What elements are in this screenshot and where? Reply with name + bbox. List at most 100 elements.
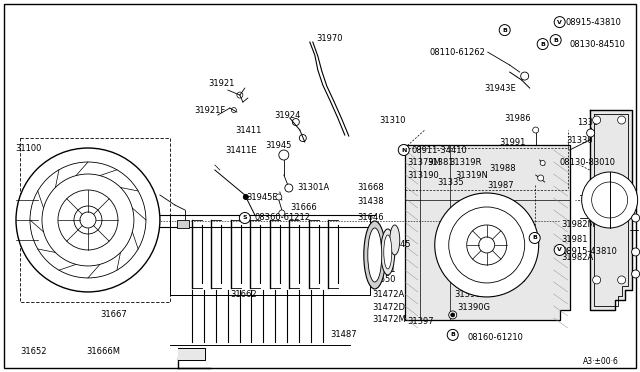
Circle shape (279, 150, 289, 160)
Polygon shape (404, 145, 570, 320)
Text: 31646: 31646 (358, 214, 385, 222)
Ellipse shape (381, 229, 395, 275)
Circle shape (276, 194, 282, 200)
Circle shape (593, 276, 601, 284)
Circle shape (435, 193, 539, 297)
Text: 31666M: 31666M (86, 347, 120, 356)
Text: 31411E: 31411E (225, 145, 257, 154)
Text: 31981: 31981 (562, 235, 588, 244)
Text: 08915-43810: 08915-43810 (566, 17, 621, 26)
Text: 31379M: 31379M (408, 157, 442, 167)
Ellipse shape (368, 228, 382, 282)
Text: 31472M: 31472M (372, 315, 406, 324)
Circle shape (521, 72, 529, 80)
Bar (177, 220, 189, 228)
Circle shape (285, 184, 293, 192)
Text: 31666: 31666 (290, 203, 317, 212)
Circle shape (537, 39, 548, 49)
Text: 31970: 31970 (316, 33, 342, 42)
Text: V: V (557, 247, 562, 253)
Text: 31662: 31662 (230, 291, 257, 299)
Text: 313190: 313190 (408, 170, 440, 180)
Circle shape (587, 129, 595, 137)
Text: 31986: 31986 (505, 113, 531, 122)
Polygon shape (589, 110, 632, 310)
Text: 31319: 31319 (499, 237, 525, 247)
Text: V: V (557, 20, 562, 25)
Text: 31647: 31647 (370, 253, 396, 263)
Text: 31668: 31668 (358, 183, 385, 192)
Text: 31921: 31921 (208, 78, 234, 87)
Text: 31652: 31652 (20, 347, 47, 356)
Circle shape (554, 17, 565, 28)
Circle shape (243, 195, 248, 199)
Text: 31487: 31487 (330, 330, 356, 339)
Text: 313190: 313190 (490, 224, 522, 232)
Text: 08130-83010: 08130-83010 (559, 157, 616, 167)
Text: 31982M: 31982M (562, 221, 595, 230)
Circle shape (582, 172, 637, 228)
Text: 1336: 1336 (577, 118, 598, 126)
Text: 31945: 31945 (265, 141, 291, 150)
Text: 31438: 31438 (358, 198, 385, 206)
Circle shape (632, 270, 639, 278)
Polygon shape (178, 348, 205, 360)
Text: 08360-61212: 08360-61212 (255, 214, 311, 222)
Circle shape (398, 145, 409, 155)
Circle shape (593, 116, 601, 124)
Text: 31301: 31301 (18, 224, 45, 232)
Text: S: S (243, 215, 247, 221)
Text: 08130-84510: 08130-84510 (570, 39, 625, 49)
Circle shape (451, 313, 455, 317)
Ellipse shape (390, 225, 400, 255)
Circle shape (529, 232, 540, 243)
Text: 31335: 31335 (438, 177, 465, 186)
Circle shape (632, 214, 639, 222)
Circle shape (538, 175, 544, 181)
Circle shape (632, 248, 639, 256)
Text: 31982A: 31982A (562, 253, 594, 263)
Circle shape (618, 116, 626, 124)
Circle shape (532, 127, 539, 133)
Text: 31472D: 31472D (372, 304, 406, 312)
Text: 31645: 31645 (385, 240, 412, 250)
Text: 31650: 31650 (370, 275, 396, 285)
Text: 31472A: 31472A (372, 291, 405, 299)
Text: 08915-43810: 08915-43810 (562, 247, 618, 256)
Text: 31301A: 31301A (297, 183, 329, 192)
Text: A3·±00·6: A3·±00·6 (582, 357, 618, 366)
Text: 31330: 31330 (566, 135, 593, 145)
Text: 31667: 31667 (100, 310, 127, 320)
Text: B: B (540, 42, 545, 46)
Ellipse shape (364, 221, 386, 289)
Circle shape (16, 148, 160, 292)
Text: 31397: 31397 (408, 317, 435, 326)
Text: 31651: 31651 (370, 266, 396, 275)
Text: 31390: 31390 (455, 291, 481, 299)
Text: 31310: 31310 (380, 116, 406, 125)
Circle shape (447, 330, 458, 340)
Circle shape (239, 212, 250, 224)
Text: 31991: 31991 (500, 138, 526, 147)
Text: 31921F: 31921F (194, 106, 225, 115)
Text: 31945E: 31945E (246, 193, 278, 202)
Text: 31943E: 31943E (484, 84, 516, 93)
Text: B: B (553, 38, 558, 42)
Text: 31319N: 31319N (456, 170, 488, 180)
Text: 31924: 31924 (274, 110, 300, 119)
Text: 31381: 31381 (428, 157, 454, 167)
Circle shape (550, 35, 561, 46)
Ellipse shape (384, 235, 392, 269)
Text: B: B (532, 235, 537, 240)
Text: 08911-34410: 08911-34410 (412, 145, 467, 154)
Text: N: N (401, 148, 406, 153)
Circle shape (279, 210, 285, 216)
Text: 31987: 31987 (488, 180, 515, 189)
Circle shape (540, 160, 545, 166)
Text: 31988: 31988 (490, 164, 516, 173)
Text: 31411: 31411 (235, 125, 261, 135)
Text: 31390J: 31390J (498, 273, 527, 282)
Text: 08110-61262: 08110-61262 (475, 234, 531, 243)
Circle shape (554, 244, 565, 256)
Text: 08160-61210: 08160-61210 (468, 333, 524, 342)
